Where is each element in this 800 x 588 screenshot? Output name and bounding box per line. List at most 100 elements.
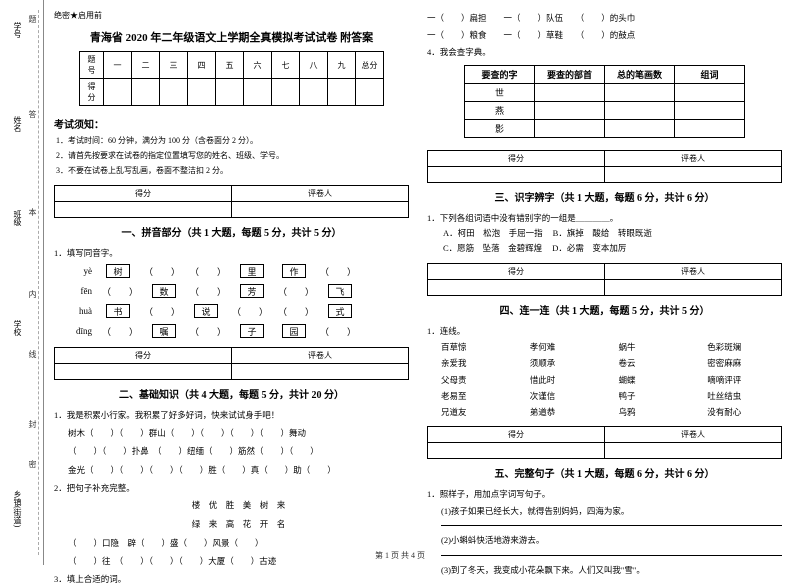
cell[interactable] <box>232 201 409 217</box>
cell[interactable] <box>535 101 605 119</box>
match-item: 须顺承 <box>530 355 605 371</box>
cell: 一 <box>104 52 132 79</box>
cell[interactable] <box>605 279 782 295</box>
cell[interactable] <box>244 79 272 106</box>
cell[interactable] <box>300 79 328 106</box>
cell[interactable] <box>675 119 745 137</box>
score-table: 题号 一 二 三 四 五 六 七 八 九 总分 得分 <box>79 51 384 106</box>
blank[interactable]: （ ） <box>232 305 268 318</box>
match-item: 蜗牛 <box>619 339 694 355</box>
blank[interactable]: （ ） <box>102 285 138 298</box>
answer-line[interactable] <box>441 525 782 526</box>
notice-heading: 考试须知： <box>54 116 409 131</box>
cell[interactable] <box>356 79 384 106</box>
blank[interactable]: （ ） <box>320 265 356 278</box>
pinyin-row: dīng （ ）嘱 （ ）子 园（ ） <box>68 324 409 338</box>
cell[interactable] <box>55 201 232 217</box>
cell[interactable] <box>605 166 782 182</box>
right-column: 一（ ）扁担 一（ ）队伍 （ ）的头巾 一（ ）粮食 一（ ）草鞋 （ ）的鼓… <box>427 10 782 547</box>
cell[interactable] <box>104 79 132 106</box>
blank[interactable]: （ ） <box>190 285 226 298</box>
matching-block[interactable]: 百草惊 亲爱我 父母责 老易至 兄道友 孝何难 须顺承 惜此时 次谨信 弟道恭 … <box>427 339 782 420</box>
cell: 七 <box>272 52 300 79</box>
cell: 五 <box>216 52 244 79</box>
cell[interactable] <box>160 79 188 106</box>
option-row: C．愿筋 坠落 金碧辉煌 D．必需 变本加厉 <box>427 241 782 256</box>
blank[interactable]: （ ） <box>102 325 138 338</box>
cell[interactable] <box>232 364 409 380</box>
gutter-label: 学校 <box>12 320 23 336</box>
question-lead: 1．我是积累小行家。我积累了好多好词，快来试试身手吧！ <box>54 407 409 424</box>
cell[interactable] <box>216 79 244 106</box>
cell[interactable] <box>428 442 605 458</box>
opt-key[interactable]: C． <box>443 243 457 253</box>
content-columns: 绝密★启用前 青海省 2020 年二年级语文上学期全真模拟考试试卷 附答案 题号… <box>44 0 800 565</box>
blank[interactable]: （ ） <box>190 325 226 338</box>
match-item: 弟道恭 <box>530 404 605 420</box>
blank[interactable]: （ ） <box>144 265 180 278</box>
cell: 九 <box>328 52 356 79</box>
question-lead: 2．把句子补充完整。 <box>54 480 409 497</box>
gutter-label: 姓名 <box>12 116 23 132</box>
cell: 评卷人 <box>232 348 409 364</box>
gutter-label: 班级 <box>12 210 23 226</box>
given-char: 子 <box>240 324 264 338</box>
fill-line[interactable]: 金光（ ）（ ）（ ）（ ）胜（ ）真（ ）助（ ） <box>54 461 409 480</box>
opt-text: 旗掉 酸给 转眼既逝 <box>567 228 652 238</box>
question-lead: 1．连线。 <box>427 323 782 340</box>
cell[interactable] <box>675 101 745 119</box>
fill-line[interactable]: （ ）（ ）扑鼻 （ ）纽缅（ ）筋然（ ）（ ） <box>54 442 409 461</box>
match-item: 次谨信 <box>530 388 605 404</box>
mini-score-table: 得分评卷人 <box>54 347 409 380</box>
blank[interactable]: （ ） <box>144 305 180 318</box>
match-item: 老易至 <box>441 388 516 404</box>
match-item: 鸭子 <box>619 388 694 404</box>
exam-page: 学号 姓名 班级 学校 乡镇(街道) 题 答 本 内 线 封 密 绝密★启用前 … <box>0 0 800 565</box>
cell[interactable] <box>132 79 160 106</box>
table-row: 题号 一 二 三 四 五 六 七 八 九 总分 <box>80 52 384 79</box>
gutter-label: 学号 <box>12 22 23 38</box>
cell: 题号 <box>80 52 104 79</box>
cell[interactable] <box>428 166 605 182</box>
fill-line[interactable]: 一（ ）扁担 一（ ）队伍 （ ）的头巾 <box>427 10 782 27</box>
gutter-mark: 题 <box>27 15 38 23</box>
gutter-mark: 密 <box>27 460 38 468</box>
cell: 评卷人 <box>232 185 409 201</box>
given-char: 书 <box>106 304 130 318</box>
cell[interactable] <box>428 279 605 295</box>
cell[interactable] <box>605 442 782 458</box>
cell: 四 <box>188 52 216 79</box>
opt-key[interactable]: D． <box>552 243 567 253</box>
mini-score-table: 得分评卷人 <box>427 426 782 459</box>
cell[interactable] <box>188 79 216 106</box>
cell[interactable] <box>535 119 605 137</box>
cell[interactable] <box>605 119 675 137</box>
opt-key[interactable]: B． <box>553 228 567 238</box>
mini-score-table: 得分评卷人 <box>427 150 782 183</box>
blank[interactable]: （ ） <box>320 325 356 338</box>
blank[interactable]: （ ） <box>278 285 314 298</box>
given-char: 嘱 <box>152 324 176 338</box>
cell: 得分 <box>428 426 605 442</box>
fill-line[interactable]: 树木（ ）（ ）群山（ ）（ ）（ ）（ ）舞动 <box>54 424 409 443</box>
cell[interactable] <box>55 364 232 380</box>
question-lead: 1．填写同音字。 <box>54 245 409 262</box>
cell[interactable] <box>272 79 300 106</box>
given-char: 式 <box>328 304 352 318</box>
cell[interactable] <box>328 79 356 106</box>
cell[interactable] <box>605 101 675 119</box>
match-item: 吐丝结虫 <box>707 388 782 404</box>
match-item: 亲爱我 <box>441 355 516 371</box>
question-lead: 4．我会查字典。 <box>427 44 782 61</box>
pinyin-label: fēn <box>68 286 92 296</box>
table-row: 世 <box>465 83 745 101</box>
given-char: 园 <box>282 324 306 338</box>
fill-line[interactable]: 一（ ）粮食 一（ ）草鞋 （ ）的鼓点 <box>427 27 782 44</box>
cell[interactable] <box>535 83 605 101</box>
cell[interactable] <box>605 83 675 101</box>
blank[interactable]: （ ） <box>278 305 314 318</box>
section-heading: 五、完整句子（共 1 大题，每题 6 分，共计 6 分） <box>427 465 782 480</box>
opt-key[interactable]: A． <box>443 228 458 238</box>
cell[interactable] <box>675 83 745 101</box>
blank[interactable]: （ ） <box>190 265 226 278</box>
